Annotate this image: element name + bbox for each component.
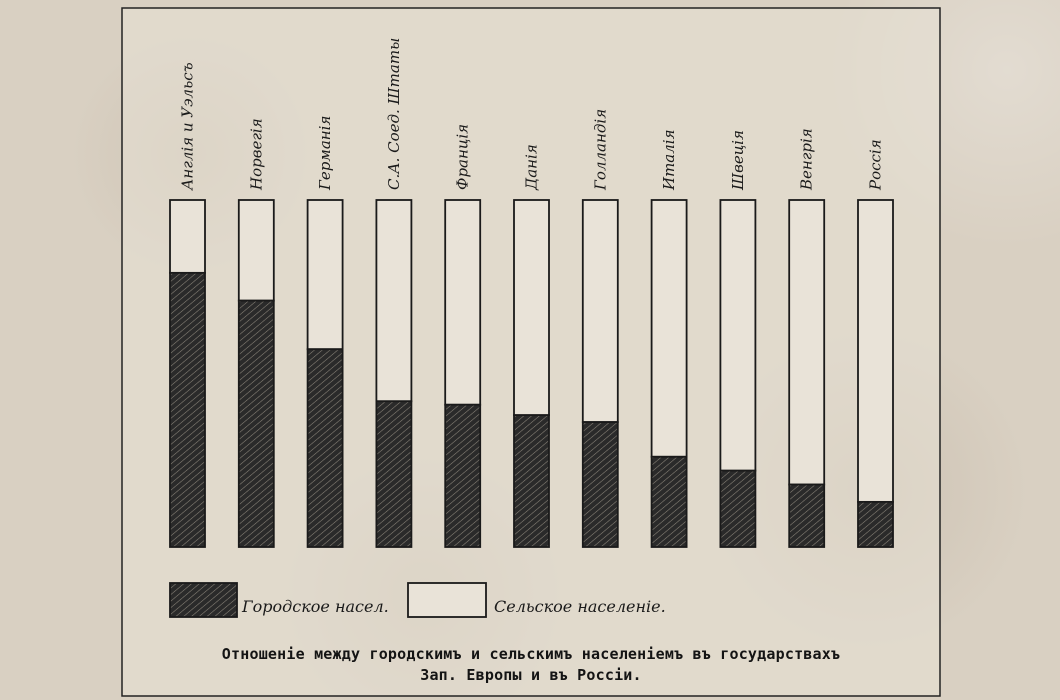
bar-rural-1 <box>169 199 206 274</box>
legend-swatch-rural <box>407 582 487 618</box>
legend-label-urban: Городское насел. <box>241 597 389 616</box>
category-label-2: Норвегія <box>247 118 265 191</box>
bar-rural-10 <box>788 199 826 486</box>
category-label-3: Германія <box>316 116 334 191</box>
category-label-8: Италія <box>660 129 678 191</box>
bar-rural-3 <box>306 199 344 351</box>
bar-urban-8 <box>650 455 688 548</box>
bar-urban-11 <box>857 500 894 548</box>
category-label-10: Венгрія <box>798 128 816 191</box>
bar-urban-5 <box>444 403 482 548</box>
bar-urban-3 <box>306 348 344 548</box>
bar-rural-9 <box>719 199 757 472</box>
legend-label-rural: Сельское населеніе. <box>494 597 666 616</box>
bar-rural-2 <box>237 199 275 302</box>
category-label-9: Швеція <box>729 130 747 191</box>
bars-layer <box>169 199 894 548</box>
caption-line-2: Зап. Европы и въ Россіи. <box>420 666 642 684</box>
bar-urban-7 <box>581 421 619 548</box>
bar-urban-4 <box>375 400 413 548</box>
bar-urban-6 <box>513 414 550 548</box>
bar-urban-9 <box>719 469 757 548</box>
category-label-1: Англія и Уэльсъ <box>179 62 197 191</box>
bar-urban-1 <box>169 271 206 548</box>
caption-line-1: Отношеніе между городскимъ и сельскимъ н… <box>221 645 841 663</box>
bar-rural-8 <box>650 199 688 458</box>
bar-rural-11 <box>857 199 894 503</box>
chart-caption: Отношеніе между городскимъ и сельскимъ н… <box>122 644 940 686</box>
bar-rural-7 <box>581 199 619 423</box>
category-label-6: Данія <box>523 144 541 191</box>
bar-rural-6 <box>513 199 550 417</box>
legend-swatch-urban <box>169 582 238 618</box>
bar-rural-5 <box>444 199 482 406</box>
bar-rural-4 <box>375 199 413 403</box>
category-label-11: Россія <box>867 139 885 191</box>
bar-urban-2 <box>237 299 275 548</box>
category-label-5: Франція <box>454 124 472 190</box>
category-label-4: С.А. Соед. Штаты <box>385 38 403 190</box>
legend: Городское насел. Сельское населеніе. <box>169 582 666 618</box>
category-label-7: Голландія <box>591 109 609 191</box>
bar-urban-10 <box>788 483 826 548</box>
category-labels: Англія и Уэльсъ Норвегія Германія С.А. Соед… <box>179 38 885 191</box>
